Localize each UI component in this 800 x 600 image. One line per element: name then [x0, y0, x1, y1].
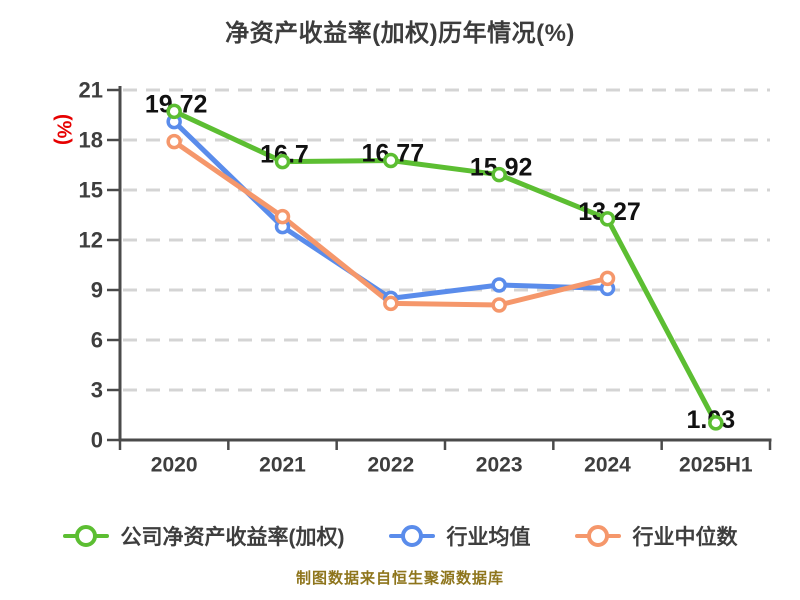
point-industry-median-2023[interactable] [491, 297, 507, 313]
x-tick-label-2022: 2022 [367, 454, 414, 477]
point-company-roe-2020[interactable] [166, 103, 182, 120]
data-source-note: 制图数据来自恒生聚源数据库 [295, 570, 504, 587]
legend-item-industry-median[interactable]: 行业中位数 [574, 521, 738, 551]
legend-label-industry-mean: 行业均值 [446, 526, 531, 549]
legend-item-industry-mean[interactable]: 行业均值 [388, 521, 531, 551]
y-tick-label-9: 9 [91, 278, 103, 303]
legend-marker-industry-median-icon [574, 524, 621, 548]
legend-item-company-roe[interactable]: 公司净资产收益率(加权) [62, 521, 345, 551]
x-tick-label-2025H1: 2025H1 [679, 454, 753, 477]
point-industry-mean-2023[interactable] [491, 277, 507, 293]
point-industry-median-2024[interactable] [599, 270, 616, 287]
x-tick-label-2020: 2020 [151, 454, 198, 477]
series-line-company-roe [171, 108, 719, 426]
point-company-roe-2024[interactable] [599, 211, 616, 227]
x-tick-label-2024: 2024 [584, 454, 631, 477]
y-tick-label-3: 3 [91, 378, 103, 403]
legend: 公司净资产收益率(加权) 行业均值 行业中位数 [0, 517, 800, 555]
point-company-roe-2021[interactable] [274, 153, 291, 170]
x-tick-label-2023: 2023 [476, 454, 523, 477]
chart-title: 净资产收益率(加权)历年情况(%) [225, 20, 575, 47]
point-industry-median-2021[interactable] [274, 208, 291, 225]
y-tick-label-12: 12 [79, 228, 103, 253]
y-tick-label-15: 15 [79, 178, 103, 203]
legend-label-industry-median: 行业中位数 [632, 526, 738, 549]
point-company-roe-2023[interactable] [491, 166, 507, 183]
x-tick-label-2021: 2021 [259, 454, 306, 477]
y-tick-label-18: 18 [79, 128, 103, 153]
legend-label-company-roe: 公司净资产收益率(加权) [120, 526, 345, 549]
point-company-roe-2025H1[interactable] [708, 415, 724, 431]
y-tick-label-6: 6 [91, 328, 103, 353]
point-industry-median-2022[interactable] [383, 295, 399, 312]
legend-marker-company-roe-icon [62, 524, 109, 548]
legend-marker-industry-mean-icon [388, 524, 435, 548]
point-company-roe-2022[interactable] [383, 152, 399, 169]
point-industry-median-2020[interactable] [166, 133, 182, 150]
y-tick-label-21: 21 [79, 78, 103, 103]
y-tick-label-0: 0 [91, 428, 103, 453]
